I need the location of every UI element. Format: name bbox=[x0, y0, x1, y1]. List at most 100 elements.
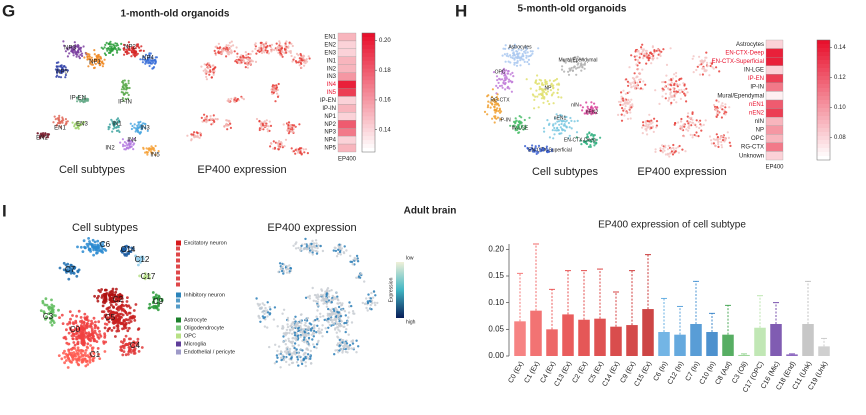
cell-dot bbox=[301, 332, 304, 335]
cell-dot bbox=[581, 109, 584, 112]
cell-dot bbox=[721, 135, 724, 138]
cell-dots bbox=[617, 43, 732, 158]
cell-dot bbox=[113, 120, 116, 123]
cell-dot bbox=[625, 111, 628, 114]
cell-dot bbox=[73, 343, 77, 347]
cell-dot bbox=[667, 144, 670, 147]
cell-dot bbox=[74, 354, 78, 358]
cell-dot bbox=[672, 86, 675, 90]
cell-dot bbox=[277, 270, 280, 274]
cell-dot bbox=[626, 101, 629, 104]
cell-dot bbox=[110, 118, 113, 121]
cell-dot bbox=[539, 92, 542, 96]
cell-dot bbox=[317, 319, 320, 323]
cell-dot bbox=[294, 315, 297, 318]
cell-dot bbox=[293, 334, 297, 337]
cell-dot bbox=[536, 95, 539, 98]
cell-dot bbox=[708, 74, 711, 77]
row-label: NP3 bbox=[324, 130, 336, 136]
cell-dot bbox=[58, 266, 62, 270]
cluster-label: C6 bbox=[100, 240, 111, 249]
cell-dot bbox=[582, 63, 585, 66]
cell-dot bbox=[682, 82, 685, 85]
row-label: Astrocytes bbox=[736, 42, 764, 48]
cell-dot bbox=[683, 92, 686, 95]
cell-dot bbox=[260, 47, 263, 50]
cell-dot bbox=[78, 124, 81, 127]
cell-dot bbox=[96, 335, 100, 339]
heatmap-cell bbox=[337, 72, 357, 81]
cell-dot bbox=[57, 69, 60, 72]
cell-dot bbox=[205, 117, 208, 120]
cell-dot bbox=[296, 334, 299, 338]
legend-swatch bbox=[176, 317, 181, 323]
cell-dot bbox=[266, 326, 269, 329]
cell-dot bbox=[517, 126, 520, 129]
cell-dot bbox=[340, 320, 343, 323]
cell-dot bbox=[145, 147, 148, 150]
cell-dot bbox=[57, 308, 60, 312]
cell-dot bbox=[552, 102, 555, 105]
cell-dot bbox=[113, 126, 116, 129]
cell-dot bbox=[562, 119, 565, 123]
cell-dot bbox=[552, 91, 555, 94]
cell-dot bbox=[117, 299, 120, 303]
cell-dot bbox=[684, 150, 687, 153]
bar bbox=[530, 310, 542, 356]
cell-dot bbox=[90, 328, 94, 331]
bar bbox=[546, 329, 558, 356]
cell-dot bbox=[113, 311, 117, 315]
cell-dot bbox=[87, 237, 90, 240]
cell-dot bbox=[281, 312, 284, 315]
cell-dot bbox=[108, 306, 111, 309]
cell-dot bbox=[127, 321, 131, 325]
cell-dot bbox=[135, 343, 139, 347]
cell-dot bbox=[151, 56, 154, 59]
cell-dot bbox=[88, 57, 91, 61]
cell-dot bbox=[265, 119, 268, 122]
cell-dot bbox=[227, 98, 230, 101]
cell-dot bbox=[567, 136, 570, 140]
cell-dot bbox=[727, 136, 731, 139]
cell-dot bbox=[675, 147, 678, 150]
cell-dot bbox=[66, 366, 70, 369]
cell-dot bbox=[280, 269, 284, 273]
cell-dot bbox=[545, 80, 548, 83]
cell-dot bbox=[711, 60, 714, 63]
cell-dot bbox=[214, 117, 217, 121]
cell-dot bbox=[76, 346, 80, 350]
cell-dot bbox=[66, 342, 70, 346]
heatmap-cell bbox=[765, 74, 784, 84]
cell-dot bbox=[139, 49, 143, 52]
cell-dot bbox=[576, 119, 579, 122]
cell-dot bbox=[285, 271, 289, 274]
cell-dot bbox=[557, 83, 561, 86]
cell-dot bbox=[297, 364, 300, 367]
cell-dot bbox=[716, 105, 719, 109]
cell-dot bbox=[66, 48, 69, 51]
cell-dot bbox=[490, 95, 494, 98]
cell-dot bbox=[82, 239, 86, 243]
cell-dot bbox=[70, 355, 74, 359]
cell-dot bbox=[336, 295, 339, 298]
cell-dot bbox=[80, 46, 83, 49]
cell-dot bbox=[275, 354, 279, 357]
cell-dot bbox=[293, 124, 296, 127]
cell-dot bbox=[302, 54, 305, 57]
cell-dot bbox=[719, 136, 722, 139]
cell-dot bbox=[495, 84, 498, 87]
cell-dot bbox=[373, 301, 376, 304]
cluster-label: NP4 bbox=[142, 56, 154, 62]
cell-dot bbox=[276, 349, 279, 353]
cell-dot bbox=[299, 246, 303, 250]
cell-dot bbox=[46, 133, 49, 136]
cell-dot bbox=[538, 85, 541, 89]
cell-dot bbox=[281, 262, 284, 266]
cell-dot bbox=[554, 79, 557, 82]
cell-dot bbox=[268, 120, 271, 123]
cell-dot bbox=[321, 249, 325, 253]
cell-dot bbox=[281, 51, 284, 54]
cell-dot bbox=[128, 48, 131, 51]
cell-dot bbox=[641, 43, 644, 46]
cell-dot bbox=[77, 95, 80, 98]
